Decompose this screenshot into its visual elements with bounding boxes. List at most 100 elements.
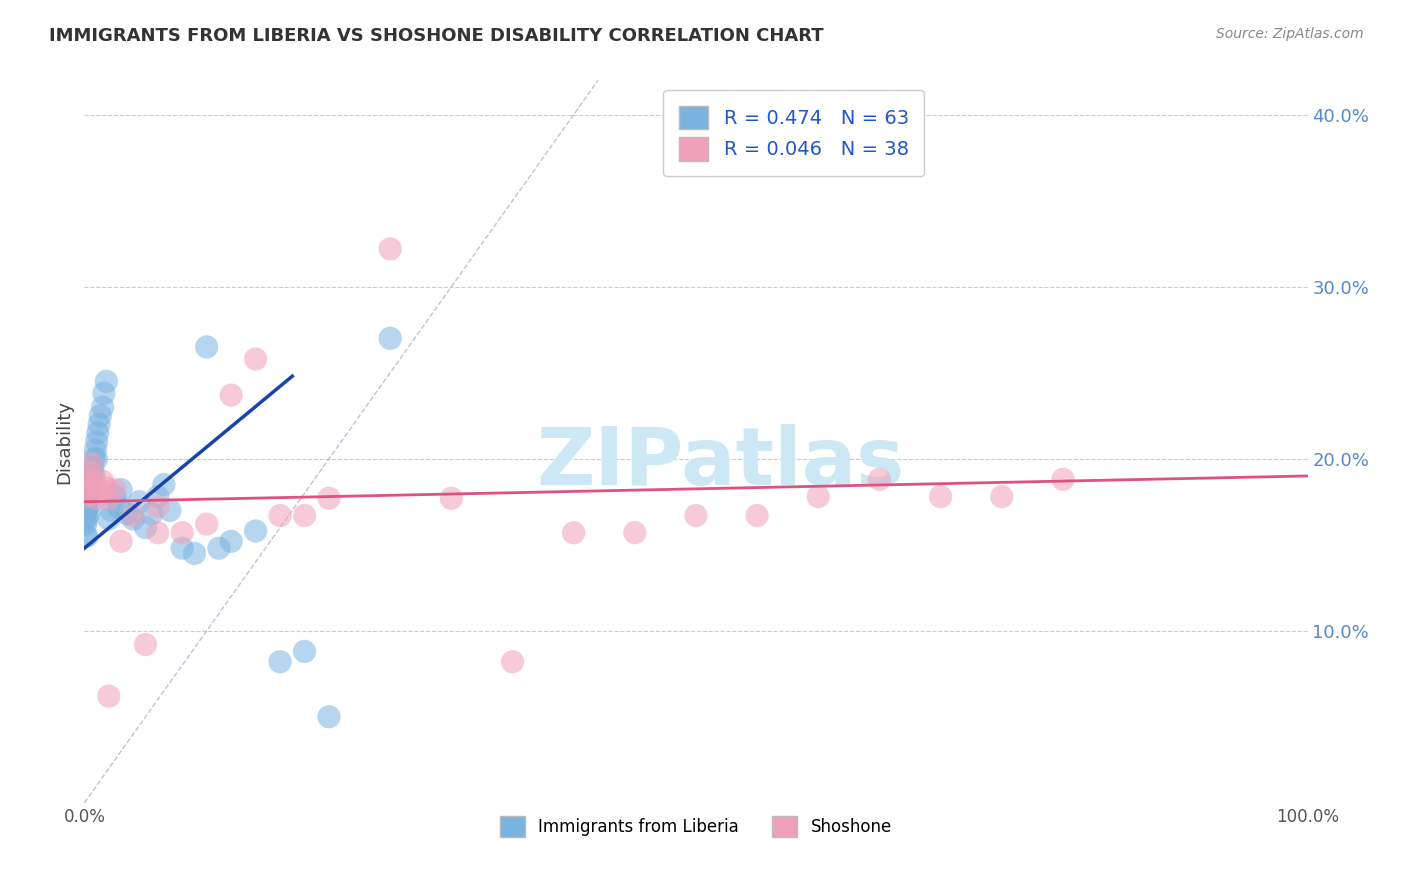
Point [294, 508, 316, 523]
Point [929, 490, 952, 504]
Point [76, 490, 98, 504]
Point [86, 491, 108, 506]
Point [84, 443, 107, 458]
Point [77, 481, 100, 495]
Text: ZIPatlas: ZIPatlas [536, 425, 904, 502]
Point [104, 490, 127, 504]
Point [79, 466, 101, 480]
Point [73, 477, 96, 491]
Point [76, 494, 98, 508]
Point [146, 500, 169, 514]
Point [82, 460, 104, 475]
Point [135, 638, 157, 652]
Point [195, 517, 218, 532]
Point [104, 483, 127, 497]
Point [76, 494, 98, 508]
Point [93, 386, 115, 401]
Point [87, 425, 110, 440]
Point [1052, 472, 1074, 486]
Point [75, 486, 97, 500]
Point [97, 491, 120, 506]
Point [562, 525, 585, 540]
Point [75, 503, 97, 517]
Point [83, 469, 105, 483]
Point [135, 520, 157, 534]
Point [869, 472, 891, 486]
Point [115, 507, 138, 521]
Point [75, 500, 97, 514]
Point [502, 655, 524, 669]
Point [75, 490, 97, 504]
Point [747, 508, 769, 523]
Point [75, 486, 97, 500]
Point [318, 491, 340, 506]
Point [79, 469, 101, 483]
Point [219, 534, 242, 549]
Point [245, 524, 267, 538]
Point [318, 710, 340, 724]
Point [141, 507, 163, 521]
Text: IMMIGRANTS FROM LIBERIA VS SHOSHONE DISABILITY CORRELATION CHART: IMMIGRANTS FROM LIBERIA VS SHOSHONE DISA… [49, 27, 824, 45]
Point [153, 477, 176, 491]
Point [87, 417, 110, 432]
Point [75, 483, 97, 497]
Point [110, 534, 132, 549]
Point [208, 541, 231, 556]
Point [107, 500, 129, 514]
Point [122, 508, 145, 523]
Point [96, 481, 118, 495]
Point [75, 483, 97, 497]
Point [76, 529, 98, 543]
Point [80, 457, 103, 471]
Point [269, 655, 291, 669]
Point [440, 491, 463, 506]
Point [128, 494, 150, 508]
Point [86, 434, 108, 449]
Point [86, 451, 108, 466]
Point [75, 517, 97, 532]
Point [159, 503, 181, 517]
Point [219, 388, 242, 402]
Point [77, 481, 100, 495]
Point [685, 508, 707, 523]
Point [79, 486, 101, 500]
Point [76, 512, 98, 526]
Legend: Immigrants from Liberia, Shoshone: Immigrants from Liberia, Shoshone [492, 808, 900, 845]
Point [146, 525, 169, 540]
Point [97, 512, 120, 526]
Point [75, 503, 97, 517]
Point [100, 503, 122, 517]
Point [294, 644, 316, 658]
Point [83, 451, 105, 466]
Point [269, 508, 291, 523]
Point [77, 490, 100, 504]
Point [87, 483, 110, 497]
Point [89, 409, 111, 423]
Text: Source: ZipAtlas.com: Source: ZipAtlas.com [1216, 27, 1364, 41]
Point [146, 490, 169, 504]
Point [96, 375, 118, 389]
Point [122, 512, 145, 526]
Point [110, 483, 132, 497]
Point [77, 507, 100, 521]
Point [807, 490, 830, 504]
Point [75, 529, 97, 543]
Point [245, 351, 267, 366]
Point [380, 242, 402, 256]
Point [195, 340, 218, 354]
Point [172, 525, 194, 540]
Point [77, 498, 100, 512]
Point [91, 400, 114, 414]
Point [380, 331, 402, 345]
Y-axis label: Disability: Disability [55, 400, 73, 483]
Point [76, 481, 98, 495]
Point [97, 689, 120, 703]
Point [183, 546, 205, 560]
Point [75, 503, 97, 517]
Point [172, 541, 194, 556]
Point [624, 525, 647, 540]
Point [75, 477, 97, 491]
Point [91, 474, 114, 488]
Point [73, 512, 96, 526]
Point [77, 472, 100, 486]
